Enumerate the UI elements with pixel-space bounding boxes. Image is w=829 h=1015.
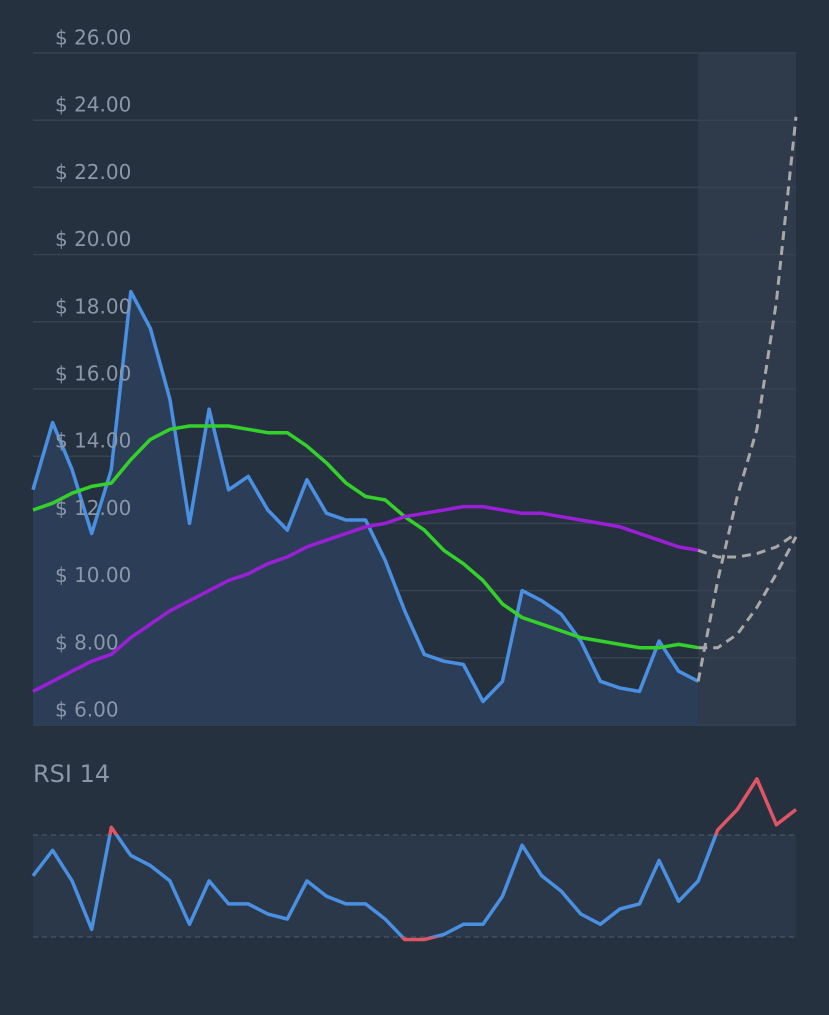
- y-tick-label: $ 18.00: [55, 294, 131, 318]
- y-tick-label: $ 6.00: [55, 698, 119, 722]
- rsi-band: [33, 835, 796, 937]
- series-line: [32, 424, 699, 650]
- y-tick-label: $ 14.00: [55, 429, 131, 453]
- series-line: [32, 504, 699, 693]
- y-tick-label: $ 24.00: [55, 93, 131, 117]
- y-tick-label: $ 26.00: [55, 26, 131, 50]
- y-tick-label: $ 20.00: [55, 227, 131, 251]
- series-line: [31, 289, 700, 704]
- projection-line: [698, 536, 798, 650]
- y-tick-label: $ 10.00: [55, 563, 131, 587]
- y-tick-label: $ 8.00: [55, 630, 119, 654]
- projection-line: [697, 532, 797, 559]
- y-tick-label: $ 22.00: [55, 160, 131, 184]
- rsi-line: [31, 835, 718, 937]
- price-area: [33, 291, 699, 725]
- y-tick-label: $ 16.00: [55, 362, 131, 386]
- rsi-title: RSI 14: [33, 760, 110, 788]
- y-tick-label: $ 12.00: [55, 496, 131, 520]
